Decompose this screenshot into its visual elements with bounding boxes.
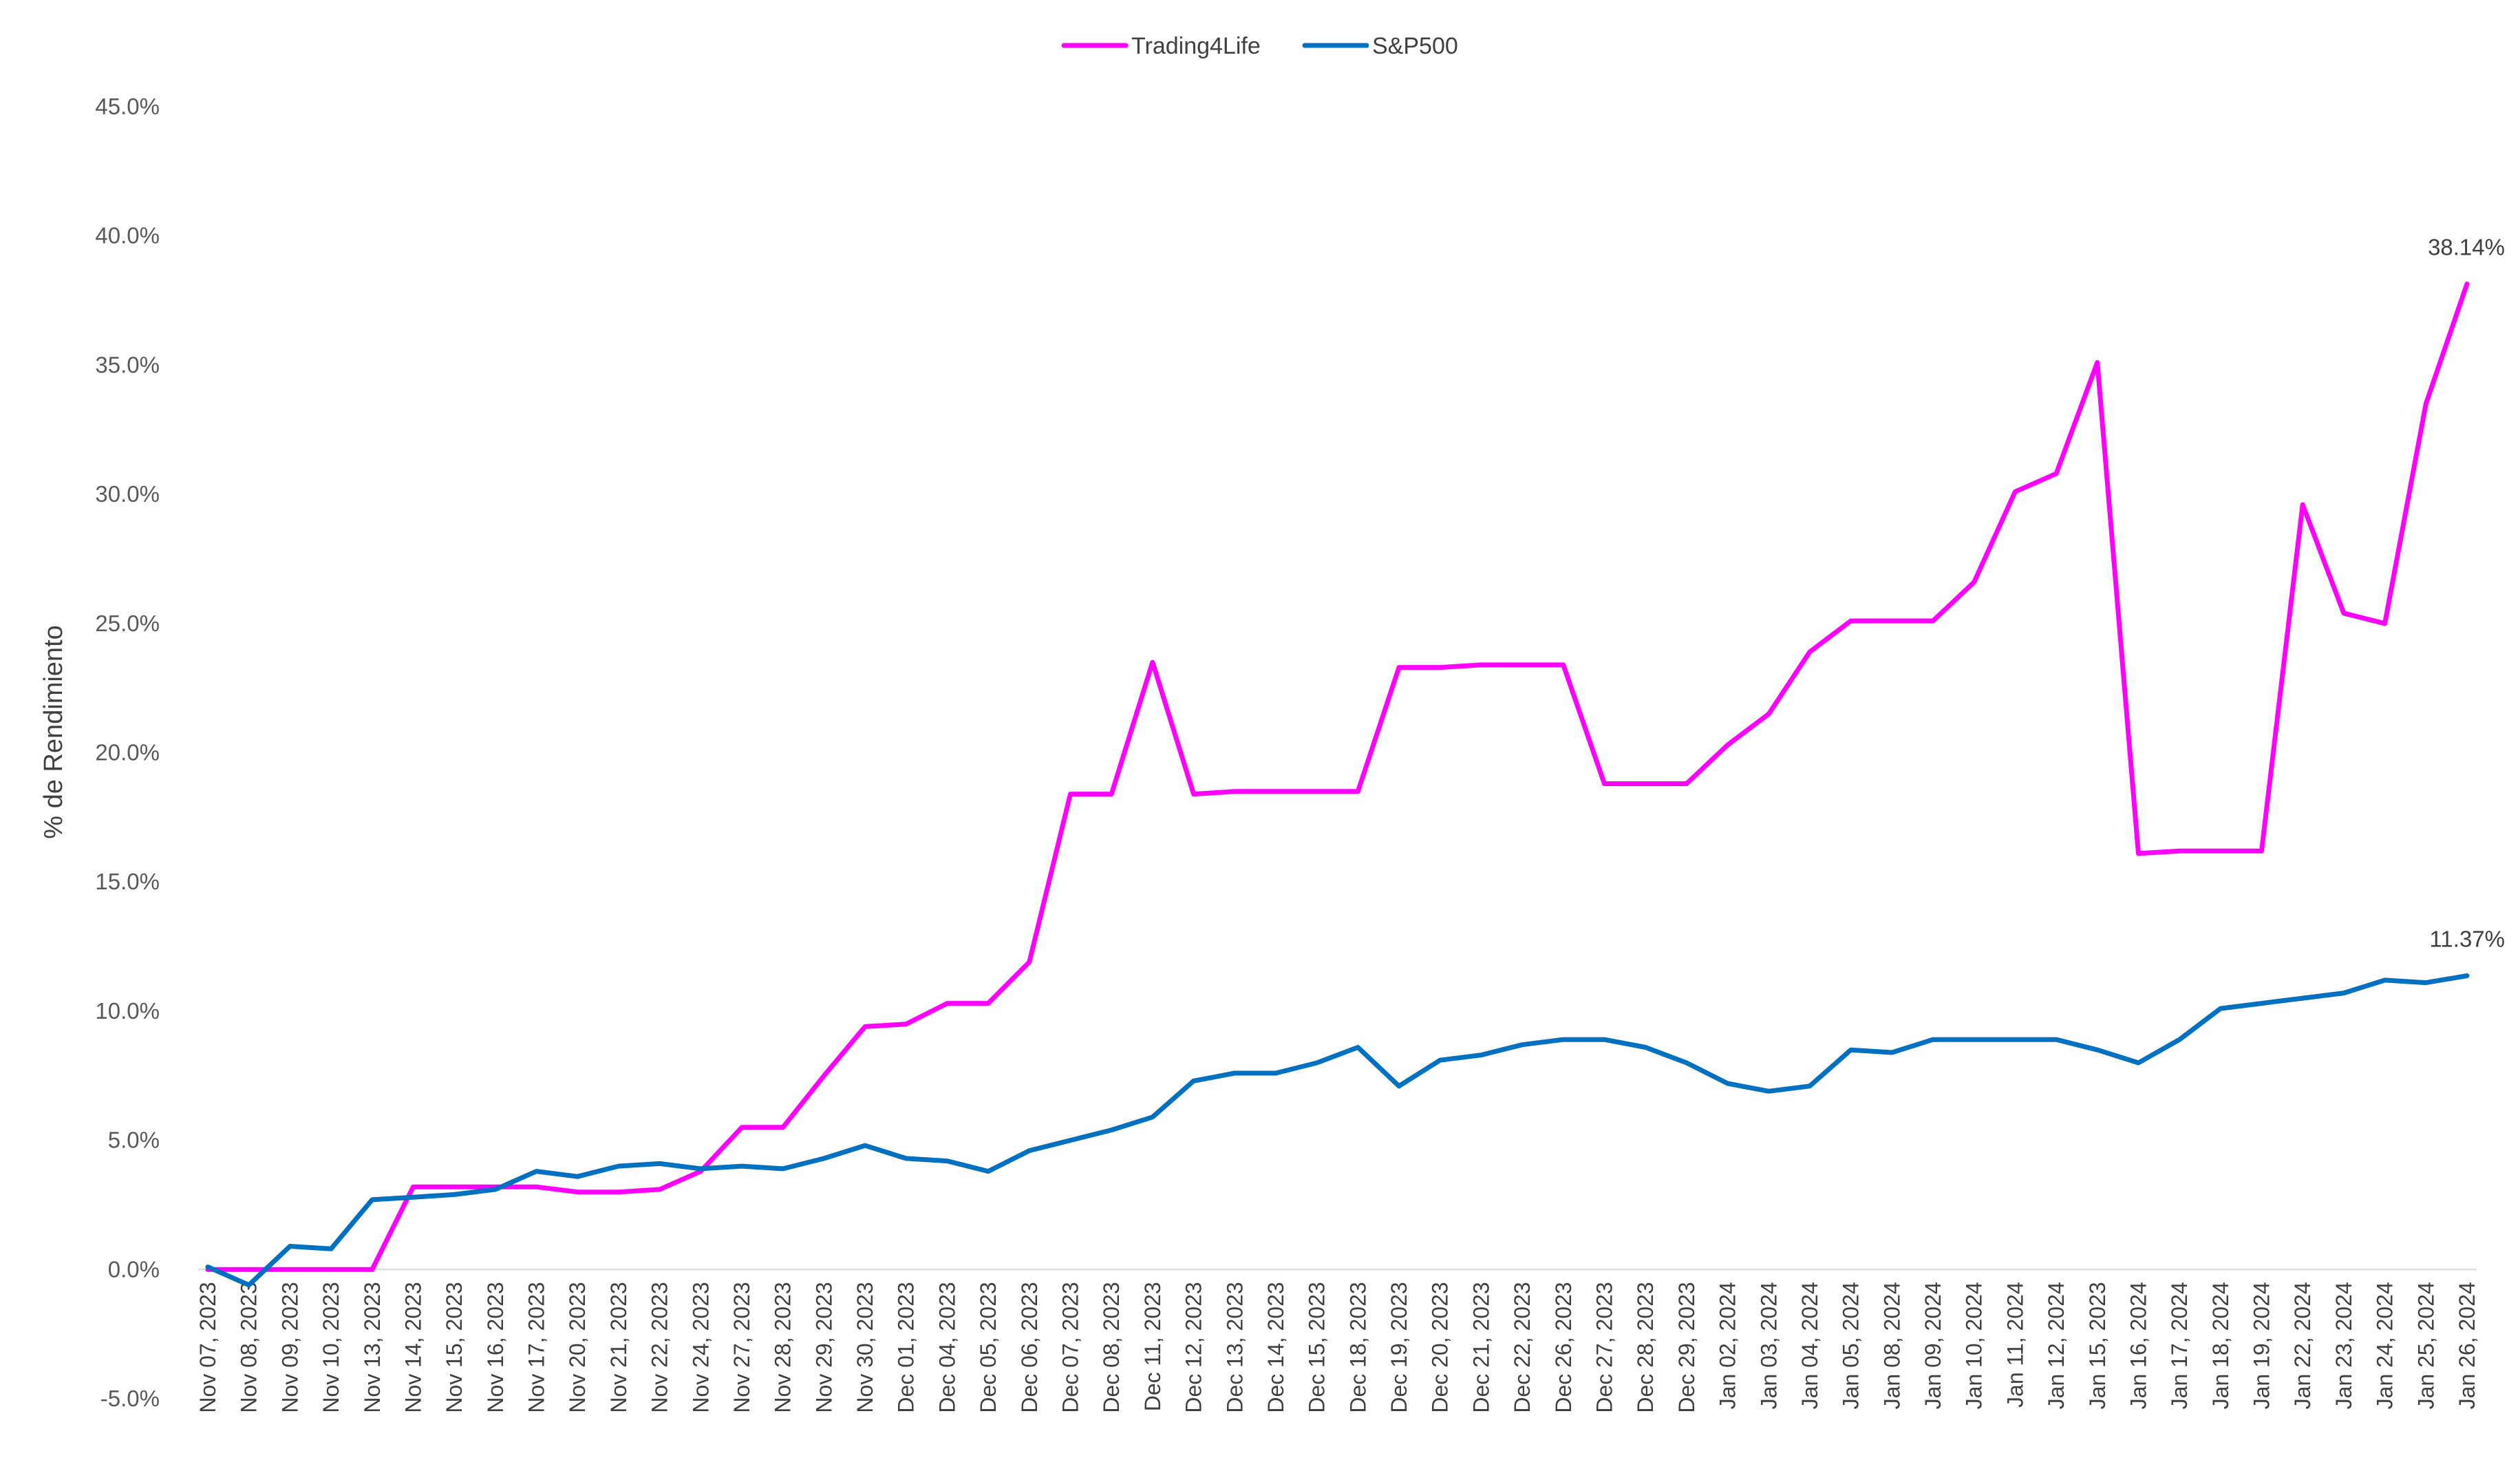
x-tick-label: Dec 06, 2023 [1017, 1282, 1042, 1413]
x-tick-label: Jan 16, 2024 [2126, 1282, 2150, 1409]
x-tick-label: Jan 03, 2024 [1756, 1282, 1781, 1409]
x-tick-label: Jan 17, 2024 [2167, 1282, 2192, 1409]
x-tick-label: Jan 12, 2024 [2044, 1282, 2069, 1409]
y-tick-label: 25.0% [95, 611, 160, 636]
x-tick-label: Dec 15, 2023 [1305, 1282, 1330, 1413]
x-tick-label: Nov 22, 2023 [648, 1282, 672, 1413]
y-tick-label: 20.0% [95, 740, 160, 765]
x-tick-label: Dec 07, 2023 [1058, 1282, 1083, 1413]
x-tick-label: Nov 20, 2023 [565, 1282, 590, 1413]
x-tick-label: Jan 23, 2024 [2331, 1282, 2356, 1409]
x-tick-label: Dec 20, 2023 [1428, 1282, 1453, 1413]
x-tick-label: Dec 13, 2023 [1222, 1282, 1247, 1413]
x-tick-label: Nov 24, 2023 [688, 1282, 713, 1413]
x-tick-label: Dec 12, 2023 [1182, 1282, 1206, 1413]
x-tick-label: Jan 19, 2024 [2250, 1282, 2274, 1409]
y-tick-label: 5.0% [108, 1128, 160, 1153]
x-tick-label: Dec 08, 2023 [1099, 1282, 1124, 1413]
x-tick-label: Jan 11, 2024 [2003, 1282, 2027, 1408]
x-tick-label: Jan 26, 2024 [2455, 1282, 2479, 1409]
x-tick-label: Dec 27, 2023 [1592, 1282, 1616, 1413]
series-line-0 [205, 282, 2470, 1272]
legend-label: Trading4Life [1131, 33, 1261, 59]
x-tick-label: Jan 10, 2024 [1962, 1282, 1987, 1409]
x-tick-label: Nov 29, 2023 [811, 1282, 836, 1413]
y-axis: -5.0% 0.0% 5.0% 10.0% 15.0% 20.0% 25.0% 30.0% 35… [95, 94, 160, 1411]
y-tick-label: -5.0% [100, 1386, 160, 1411]
x-tick-label: Jan 15, 2023 [2085, 1282, 2110, 1409]
x-tick-label: Dec 04, 2023 [935, 1282, 959, 1413]
x-tick-label: Dec 19, 2023 [1387, 1282, 1411, 1413]
x-tick-label: Nov 17, 2023 [524, 1282, 549, 1413]
x-tick-label: Dec 22, 2023 [1510, 1282, 1535, 1413]
y-tick-label: 10.0% [95, 998, 160, 1024]
legend: Trading4Life S&P500 [1061, 33, 1458, 59]
y-axis-label: % de Rendimiento [39, 625, 68, 839]
x-tick-label: Dec 05, 2023 [976, 1282, 1001, 1413]
x-tick-label: Jan 18, 2024 [2208, 1282, 2233, 1409]
x-tick-label: Nov 15, 2023 [442, 1282, 467, 1413]
x-tick-label: Nov 30, 2023 [853, 1282, 877, 1413]
y-tick-label: 0.0% [108, 1256, 160, 1282]
y-tick-label: 15.0% [95, 869, 160, 894]
x-tick-label: Nov 21, 2023 [606, 1282, 631, 1413]
data-labels: 38.14% 11.37% [2428, 235, 2505, 952]
x-tick-label: Nov 09, 2023 [277, 1282, 302, 1413]
x-tick-label: Dec 26, 2023 [1551, 1282, 1576, 1413]
x-tick-label: Nov 10, 2023 [319, 1282, 343, 1413]
x-tick-label: Dec 01, 2023 [894, 1282, 919, 1413]
x-tick-label: Jan 24, 2024 [2373, 1282, 2398, 1409]
x-tick-label: Jan 02, 2024 [1716, 1282, 1740, 1409]
x-tick-label: Nov 27, 2023 [729, 1282, 754, 1413]
y-tick-label: 45.0% [95, 94, 160, 119]
x-tick-label: Jan 22, 2024 [2290, 1282, 2315, 1409]
x-tick-label: Jan 09, 2024 [1921, 1282, 1945, 1409]
y-tick-label: 30.0% [95, 481, 160, 507]
x-tick-label: Dec 29, 2023 [1674, 1282, 1699, 1413]
x-axis: Nov 07, 2023 Nov 08, 2023 Nov 09, 2023 Nov … [195, 1282, 2479, 1413]
x-tick-label: Nov 13, 2023 [360, 1282, 385, 1413]
x-tick-label: Nov 28, 2023 [771, 1282, 795, 1413]
y-tick-label: 40.0% [95, 223, 160, 248]
x-tick-label: Dec 11, 2023 [1140, 1282, 1165, 1411]
end-data-label: 11.37% [2430, 926, 2505, 951]
x-tick-label: Jan 04, 2024 [1797, 1282, 1822, 1409]
x-tick-label: Dec 14, 2023 [1263, 1282, 1288, 1413]
x-tick-label: Dec 21, 2023 [1469, 1282, 1493, 1413]
x-tick-label: Jan 25, 2024 [2413, 1282, 2438, 1409]
y-tick-label: 35.0% [95, 352, 160, 377]
x-tick-label: Jan 05, 2024 [1839, 1282, 1864, 1409]
end-data-label: 38.14% [2428, 235, 2505, 260]
series-line-1 [205, 973, 2470, 1288]
series-layer [205, 282, 2470, 1288]
x-tick-label: Dec 28, 2023 [1633, 1282, 1658, 1413]
x-tick-label: Jan 08, 2024 [1879, 1282, 1904, 1409]
x-tick-label: Nov 08, 2023 [237, 1282, 261, 1413]
x-tick-label: Nov 07, 2023 [195, 1282, 220, 1413]
x-tick-label: Nov 16, 2023 [483, 1282, 508, 1413]
x-tick-label: Dec 18, 2023 [1345, 1282, 1370, 1413]
legend-label: S&P500 [1372, 33, 1458, 59]
x-tick-label: Nov 14, 2023 [401, 1282, 425, 1413]
